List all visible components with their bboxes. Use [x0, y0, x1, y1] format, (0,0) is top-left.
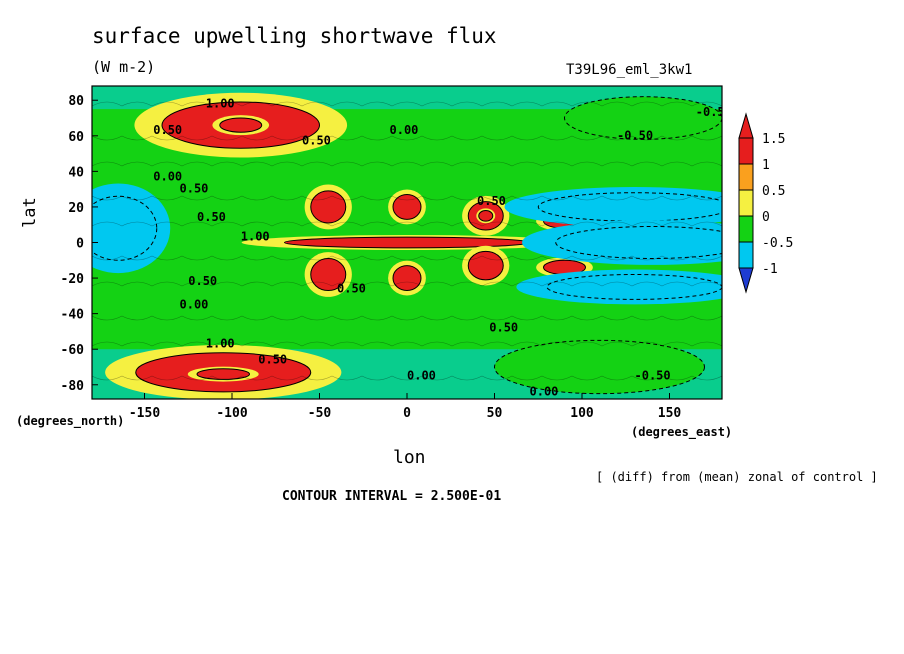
contour-label: 1.00	[206, 96, 235, 110]
contour-line	[92, 375, 722, 381]
contour-label: -0.50	[696, 105, 732, 119]
colorbar-high-arrow	[738, 112, 754, 139]
contour-label: 0.50	[489, 320, 518, 334]
field-feature	[219, 117, 263, 133]
colorbar-label: 1	[762, 158, 770, 173]
contour-label: -0.50	[617, 128, 653, 142]
plot-area: 1.000.50 0.000.50 -0.50-0.500.500.000.501.…	[92, 86, 732, 399]
colorbar-low-arrow	[738, 267, 754, 294]
y-axis-unit-label: (degrees_north)	[16, 414, 125, 428]
field-feature	[564, 96, 722, 140]
contour-line	[92, 101, 722, 107]
colorbar-swatch	[738, 189, 754, 217]
colorbar-label: -0.5	[762, 236, 793, 251]
colorbar-swatch	[738, 241, 754, 269]
contour-line	[92, 161, 722, 167]
field-feature	[284, 236, 530, 249]
field-feature	[310, 258, 347, 292]
y-tick-label: 40	[68, 165, 84, 180]
contour-label: 0.50	[477, 194, 506, 208]
contour-line	[92, 315, 722, 321]
contour-label: 0.50	[180, 182, 209, 196]
contour-label: 0.50	[258, 352, 287, 366]
field-feature	[392, 265, 422, 292]
x-tick-label: 0	[403, 406, 411, 421]
contour-label: 0.50	[153, 123, 182, 137]
contour-label: -0.50	[635, 368, 671, 382]
colorbar-swatch	[738, 215, 754, 243]
contour-line	[92, 281, 722, 287]
contour-label: 0.00	[530, 384, 559, 398]
contour-label: 1.00	[241, 230, 270, 244]
x-tick-label: 100	[570, 406, 594, 421]
contour-label: 0.00	[180, 297, 209, 311]
y-tick-label: -20	[61, 272, 85, 287]
field-feature	[392, 193, 422, 220]
colorbar-label: 1.5	[762, 132, 785, 147]
contour-label: 0.50	[302, 134, 331, 148]
x-tick-label: 50	[487, 406, 503, 421]
chart-title: surface upwelling shortwave flux	[92, 24, 497, 48]
field-feature	[555, 225, 722, 260]
contour-interval: CONTOUR INTERVAL = 2.500E-01	[282, 489, 502, 504]
y-tick-label: -40	[61, 308, 85, 323]
contour-line	[92, 341, 722, 347]
colorbar-swatch	[738, 137, 754, 165]
x-tick-label: -150	[129, 406, 160, 421]
colorbar-label: 0	[762, 210, 770, 225]
x-axis-unit-label: (degrees_east)	[631, 425, 733, 439]
x-tick-label: -50	[308, 406, 332, 421]
contour-label: 0.50	[337, 281, 366, 295]
y-tick-label: 80	[68, 94, 84, 109]
field-feature	[92, 195, 158, 261]
contour-label: 0.00	[390, 123, 419, 137]
colorbar: 1.5 1 0.5 0 -0.5 -1	[738, 112, 793, 294]
x-axis-label: lon	[393, 447, 426, 468]
contour-line	[92, 221, 722, 227]
contour-label: 0.50	[188, 274, 217, 288]
field-feature	[467, 250, 504, 281]
field-feature	[478, 209, 494, 222]
chart-subtitle: (W m-2)	[92, 58, 156, 76]
contour-label: 0.00	[407, 368, 436, 382]
contour-label: 1.00	[206, 336, 235, 350]
colorbar-swatch	[738, 163, 754, 191]
contour-line	[92, 195, 722, 201]
y-tick-label: 60	[68, 130, 84, 145]
colorbar-label: 0.5	[762, 184, 785, 199]
contour-line	[92, 255, 722, 261]
contour-line	[92, 135, 722, 141]
field-feature	[310, 190, 347, 224]
contour-label: 0.00	[153, 169, 182, 183]
experiment-label: T39L96_eml_3kw1	[566, 62, 693, 78]
y-tick-label: 20	[68, 201, 84, 216]
diff-note: [ (diff) from (mean) zonal of control ]	[596, 470, 878, 484]
contour-label: 0.50	[197, 210, 226, 224]
y-tick-label: -60	[61, 343, 85, 358]
x-tick-label: 150	[658, 406, 682, 421]
x-tick-label: -100	[216, 406, 247, 421]
y-tick-label: 0	[76, 237, 84, 252]
field-feature	[546, 274, 722, 300]
field-feature	[494, 339, 705, 395]
colorbar-label: -1	[762, 262, 778, 277]
y-tick-label: -80	[61, 379, 85, 394]
field-feature	[196, 368, 250, 380]
